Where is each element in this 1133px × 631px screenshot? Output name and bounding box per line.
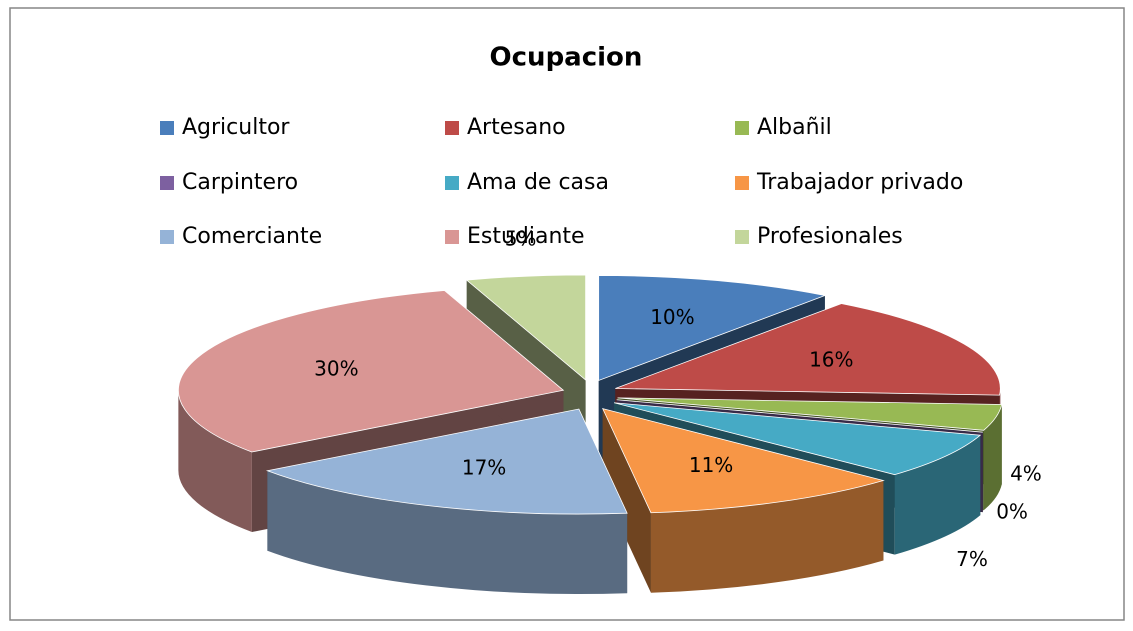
- slice-wall: [894, 435, 981, 555]
- legend-swatch: [445, 176, 459, 190]
- legend-label: Estudiante: [467, 224, 585, 249]
- legend-swatch: [735, 176, 749, 190]
- slice-top: [598, 275, 827, 382]
- slice-top: [614, 402, 982, 476]
- legend-swatch: [445, 230, 459, 244]
- legend-label: Comerciante: [182, 224, 322, 249]
- slice-side: [602, 408, 651, 593]
- legend-swatch: [160, 176, 174, 190]
- legend-label: Profesionales: [757, 224, 903, 249]
- pie-slice: [265, 408, 628, 595]
- data-label: 10%: [650, 305, 694, 329]
- data-label: 17%: [462, 455, 506, 479]
- legend-swatch: [445, 121, 459, 135]
- data-label: 5%: [505, 226, 537, 250]
- legend-label: Ama de casa: [467, 170, 609, 195]
- legend-swatch: [160, 121, 174, 135]
- legend-swatch: [160, 230, 174, 244]
- slice-top: [465, 274, 587, 381]
- legend-label: Carpintero: [182, 170, 298, 195]
- data-label: 0%: [996, 499, 1028, 523]
- legend-label: Albañil: [757, 115, 832, 140]
- chart-title: Ocupacion: [490, 43, 643, 73]
- data-label: 16%: [809, 347, 853, 371]
- data-label: 7%: [956, 547, 988, 571]
- data-label: 4%: [1010, 462, 1042, 486]
- slice-top: [615, 303, 1001, 396]
- slice-top: [617, 397, 1003, 431]
- slice-wall: [650, 480, 884, 593]
- pie-slice: [601, 408, 885, 593]
- legend-label: Agricultor: [182, 115, 290, 140]
- slice-top: [177, 290, 565, 453]
- slice-top: [616, 399, 983, 433]
- legend-label: Artesano: [467, 115, 566, 140]
- data-label: 11%: [689, 453, 733, 477]
- legend-swatch: [735, 121, 749, 135]
- slice-wall: [267, 470, 628, 595]
- data-label: 30%: [314, 357, 358, 381]
- slice-wall: [983, 404, 1002, 511]
- legend-swatch: [735, 230, 749, 244]
- slice-top: [601, 408, 885, 514]
- legend-label: Trabajador privado: [756, 170, 963, 195]
- slice-top: [265, 408, 628, 515]
- slice-wall: [178, 390, 252, 532]
